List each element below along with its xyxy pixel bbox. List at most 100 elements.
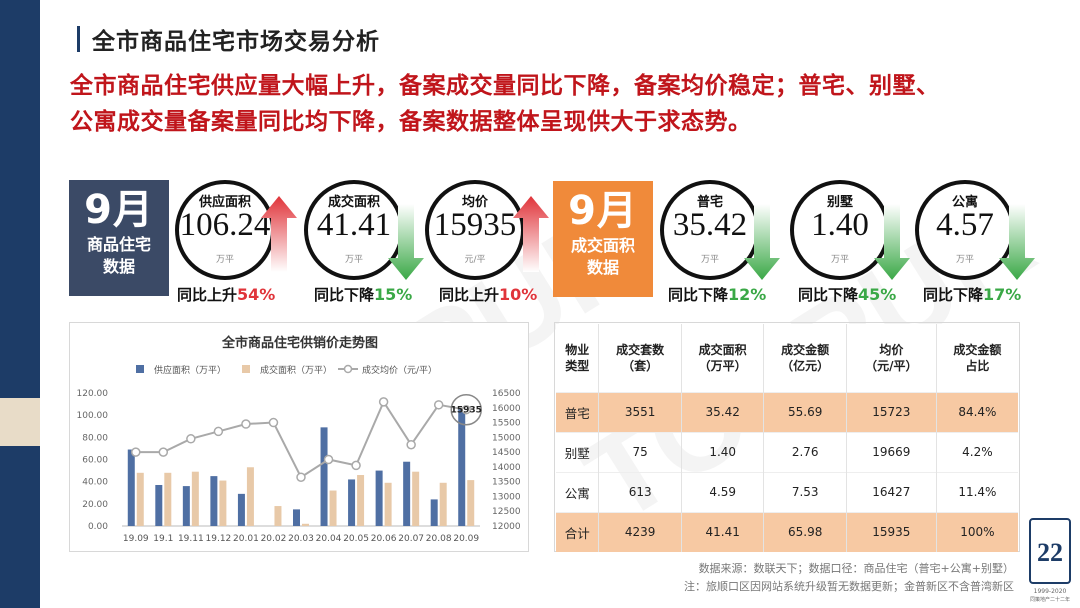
table-cell: 84.4% — [936, 391, 1018, 432]
table-row: 公寓 613 4.59 7.53 16427 11.4% — [556, 471, 1018, 512]
supply-sub1: 商品住宅 — [86, 235, 151, 254]
table-cell: 合计 — [556, 511, 600, 552]
x-axis-tick: 19.11 — [178, 534, 204, 544]
bar-deal — [357, 475, 365, 526]
price-point — [433, 400, 444, 410]
bar-supply — [127, 449, 135, 526]
kpi-villa: 别墅 1.40 万平 同比下降45% — [790, 180, 910, 304]
kpi-label: 成交面积 — [327, 195, 380, 210]
x-axis-tick: 20.07 — [398, 534, 424, 544]
price-point — [186, 434, 196, 444]
x-axis-tick: 20.03 — [288, 534, 314, 544]
x-axis-tick: 19.09 — [123, 534, 149, 544]
kpi-value: 1.40 — [811, 207, 869, 243]
table-header-cell: 成交套数 （套） — [598, 324, 682, 392]
kpi-avg-price: 均价 15935 元/平 同比上升10% — [425, 180, 549, 304]
yoy-pct: 17% — [983, 285, 1022, 304]
yoy-pct: 54% — [237, 285, 276, 304]
table-cell: 100% — [936, 511, 1018, 552]
bar-deal — [384, 482, 392, 526]
table-cell: 11.4% — [936, 471, 1018, 512]
bar-deal — [329, 490, 337, 526]
bar-deal — [164, 472, 172, 526]
table-cell: 3551 — [598, 391, 682, 432]
table-header-cell: 均价 （元/平） — [846, 324, 937, 392]
kpi-value: 41.41 — [316, 207, 392, 243]
yoy-text: 同比下降 — [314, 286, 375, 304]
yoy-pct: 45% — [858, 285, 897, 304]
table-cell: 613 — [598, 471, 682, 512]
table-header-cell: 成交金额 占比 — [936, 324, 1018, 392]
bar-supply — [403, 461, 411, 526]
supply-month-box: 9月 商品住宅 数据 — [69, 180, 169, 296]
headline-line-2: 公寓成交量备案量同比均下降，备案数据整体呈现供大于求态势。 — [70, 109, 752, 135]
left-accent-bar — [0, 0, 40, 608]
kpi-value: 4.57 — [936, 207, 994, 243]
left-axis-tick: 0.00 — [88, 522, 108, 532]
table-cell: 普宅 — [556, 391, 600, 432]
deal-sub2: 数据 — [586, 258, 619, 277]
headline-line-1: 全市商品住宅供应量大幅上升，备案成交量同比下降，备案均价稳定；普宅、别墅、 — [70, 73, 940, 99]
kpi-supply-area: 供应面积 106.24 万平 同比上升54% — [175, 180, 297, 304]
left-tan-block — [0, 398, 40, 446]
table-header-cell: 成交面积 （万平） — [681, 324, 765, 392]
bar-deal — [439, 482, 447, 526]
up-arrow-icon — [513, 196, 549, 272]
x-axis-tick: 19.12 — [206, 534, 232, 544]
deal-month-box: 9月 成交面积 数据 — [553, 181, 653, 297]
kpi-label: 普宅 — [696, 195, 723, 210]
yoy-pct: 10% — [499, 285, 538, 304]
down-arrow-icon — [388, 204, 424, 280]
kpi-yoy: 同比上升10% — [439, 284, 537, 305]
kpi-unit: 万平 — [215, 255, 234, 265]
bar-supply — [210, 476, 218, 526]
bar-deal — [246, 467, 254, 526]
kpi-deal-area: 成交面积 41.41 万平 同比下降15% — [304, 180, 424, 304]
table-row: 合计 4239 41.41 65.98 15935 100% — [556, 511, 1018, 552]
bar-deal — [467, 480, 475, 526]
left-axis-tick: 60.00 — [82, 456, 108, 466]
deal-month: 9月 — [568, 188, 638, 234]
svg-text:22: 22 — [1037, 538, 1063, 567]
kpi-yoy: 同比下降17% — [923, 284, 1021, 305]
yoy-pct: 15% — [374, 285, 413, 304]
kpi-unit: 万平 — [830, 255, 849, 265]
logo-years: 1999-2020 — [1034, 588, 1067, 595]
annotation-circle — [450, 393, 482, 426]
x-axis-tick: 20.06 — [371, 534, 397, 544]
right-axis-tick: 16000 — [492, 404, 521, 414]
price-point — [406, 439, 416, 450]
left-axis-tick: 80.00 — [82, 433, 108, 443]
trend-chart: 供应面积（万平） 成交面积（万平） 成交均价（元/平） 0.00 20.00 40.00 6… — [77, 364, 521, 544]
kpi-label: 公寓 — [951, 195, 978, 210]
right-axis-tick: 13000 — [492, 492, 521, 502]
header-line: 类型 — [565, 358, 590, 373]
yoy-pct: 12% — [728, 285, 767, 304]
table-cell: 35.42 — [681, 391, 765, 432]
kpi-circle — [175, 180, 275, 280]
header-line: 成交金额 — [953, 342, 1002, 357]
right-axis-tick: 16500 — [492, 389, 521, 399]
table-cell: 15723 — [846, 391, 937, 432]
kpi-label: 均价 — [461, 195, 488, 210]
yoy-text: 同比下降 — [668, 286, 729, 304]
table-cell: 4.59 — [681, 471, 765, 512]
deal-sub1: 成交面积 — [570, 236, 635, 255]
title-accent-bar — [77, 26, 80, 52]
kpi-yoy: 同比上升54% — [177, 284, 275, 305]
price-point — [213, 426, 224, 437]
page-title: 全市商品住宅市场交易分析 — [92, 29, 380, 55]
price-point — [461, 404, 471, 415]
deal-table: 物业 类型 成交套数 （套） 成交面积 （万平） 成交金额 （亿元） 均价 （元/平） 成交金额 占比… — [556, 324, 1018, 552]
supply-month: 9月 — [84, 187, 154, 233]
annotation-label: 15935 — [451, 406, 482, 416]
bar-supply — [375, 470, 383, 526]
table-cell: 4239 — [598, 511, 682, 552]
table-header-cell: 物业 类型 — [556, 324, 600, 392]
table-cell: 4.2% — [936, 431, 1018, 472]
trend-chart-panel: 全市商品住宅供销价走势图 供应面积（万平） 成交面积（万平） 成交均价（元/平） 0.… — [69, 322, 529, 552]
yoy-text: 同比下降 — [798, 286, 859, 304]
bar-deal — [136, 472, 144, 526]
table-row: 普宅 3551 35.42 55.69 15723 84.4% — [556, 391, 1018, 432]
header-line: （元/平） — [865, 358, 918, 373]
